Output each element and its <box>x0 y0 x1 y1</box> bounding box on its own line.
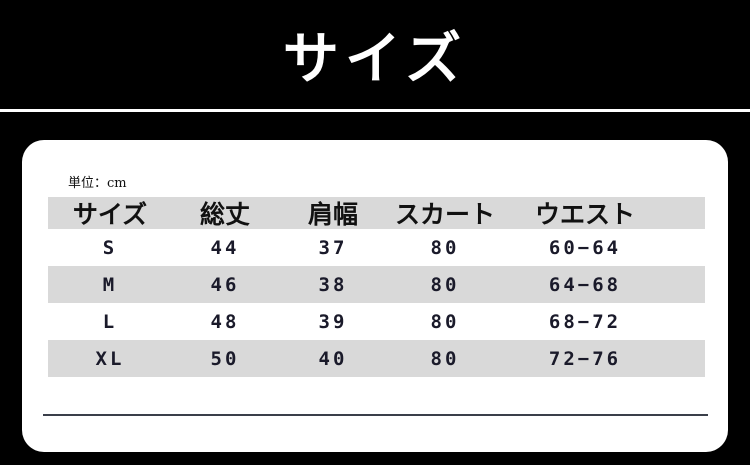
table-cell: 39 <box>318 310 348 333</box>
table-row: M 46 38 80 64−68 <box>48 266 705 303</box>
table-cell: 80 <box>430 310 460 333</box>
table-header-row: サイズ 総丈 肩幅 スカート ウエスト <box>48 197 705 229</box>
size-table: サイズ 総丈 肩幅 スカート ウエスト S 44 37 80 60−64 M 46 38 80 6… <box>48 197 705 377</box>
unit-label: 単位：cm <box>68 176 127 191</box>
table-cell: 50 <box>210 347 240 370</box>
table-cell: 37 <box>318 236 348 259</box>
table-cell: 64−68 <box>548 273 622 296</box>
table-cell: 80 <box>430 236 460 259</box>
page-title: サイズ <box>282 26 468 92</box>
table-cell: 60−64 <box>548 236 622 259</box>
divider <box>43 414 708 416</box>
table-cell: 48 <box>210 310 240 333</box>
table-cell: 68−72 <box>548 310 622 333</box>
table-cell: 46 <box>210 273 240 296</box>
table-cell: 40 <box>318 347 348 370</box>
table-cell: 38 <box>318 273 348 296</box>
table-cell: XL <box>95 347 125 370</box>
header-cell: サイズ <box>72 200 148 229</box>
table-cell: M <box>102 273 118 296</box>
table-row: S 44 37 80 60−64 <box>48 229 705 266</box>
title-divider <box>0 109 750 112</box>
table-cell: L <box>102 310 118 333</box>
header-cell: 肩幅 <box>307 200 359 229</box>
header-cell: 総丈 <box>199 200 251 229</box>
header-cell: スカート <box>394 200 496 229</box>
header-cell: ウエスト <box>534 200 636 229</box>
table-cell: 80 <box>430 273 460 296</box>
table-row: L 48 39 80 68−72 <box>48 303 705 340</box>
table-cell: 80 <box>430 347 460 370</box>
table-cell: S <box>102 236 118 259</box>
table-row: XL 50 40 80 72−76 <box>48 340 705 377</box>
size-chart-card: 単位：cm サイズ 総丈 肩幅 スカート ウエスト S 44 37 80 60−64 M 4… <box>22 140 728 452</box>
table-cell: 72−76 <box>548 347 622 370</box>
table-cell: 44 <box>210 236 240 259</box>
